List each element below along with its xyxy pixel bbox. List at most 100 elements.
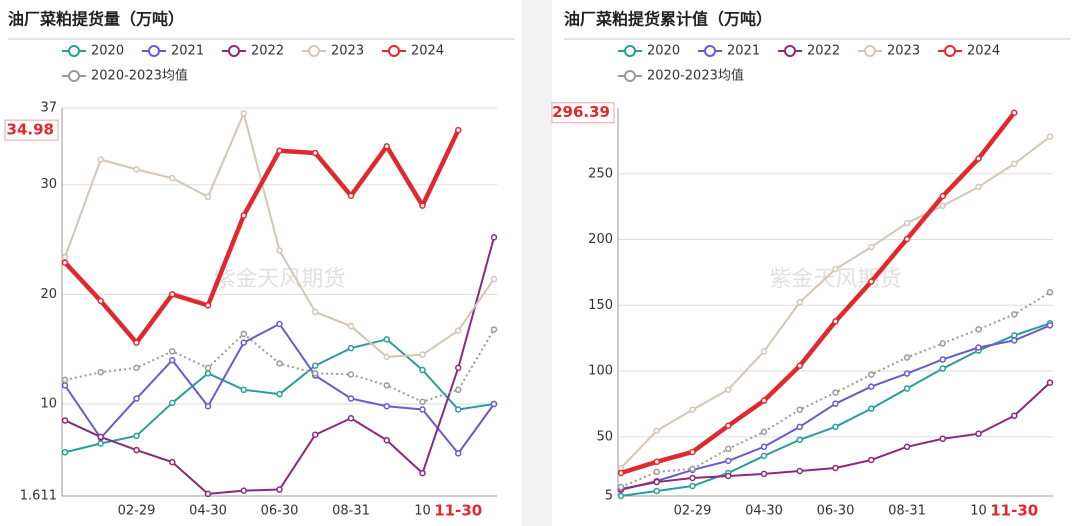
data-point: [689, 482, 696, 490]
x-tick-label: 02-29: [674, 504, 712, 519]
data-point: [832, 265, 839, 273]
data-point: [903, 235, 911, 243]
data-point: [347, 395, 355, 402]
current-value-label: 296.39: [552, 103, 610, 121]
data-point: [868, 278, 875, 285]
data-point: [796, 362, 803, 370]
data-point: [455, 364, 462, 372]
data-point: [240, 487, 247, 494]
y-tick-label: 10: [40, 397, 57, 412]
y-tick-label: 20: [40, 287, 57, 302]
data-point: [455, 386, 462, 394]
data-point: [689, 474, 696, 482]
data-point: [975, 344, 982, 351]
legend-label: 2023: [887, 44, 920, 59]
legend-label: 2023: [331, 44, 364, 59]
data-point: [903, 219, 911, 227]
data-point: [419, 366, 426, 374]
data-point: [312, 308, 319, 316]
x-tick-label: 02-29: [118, 504, 156, 519]
data-point: [653, 458, 660, 466]
current-value-label: 34.98: [7, 121, 54, 139]
x-tick-label: 11-30: [434, 502, 482, 520]
data-point: [868, 405, 875, 412]
data-point: [868, 371, 875, 378]
legend-swatch: [68, 70, 80, 82]
data-point: [97, 156, 104, 163]
legend-swatch: [624, 70, 636, 82]
data-point: [383, 382, 390, 389]
data-point: [725, 386, 732, 393]
legend-swatch: [944, 45, 956, 57]
data-point: [61, 253, 69, 261]
data-point: [903, 443, 911, 451]
data-point: [240, 212, 247, 219]
data-point: [61, 417, 69, 424]
chart-title: 油厂菜粕提货累计值（万吨）: [564, 10, 772, 29]
data-point: [617, 492, 625, 500]
series-line: [64, 322, 495, 455]
data-point: [133, 166, 140, 173]
y-tick-label: 100: [588, 364, 613, 379]
y-tick-label: 37: [40, 101, 57, 116]
data-point: [760, 397, 768, 404]
data-point: [133, 446, 140, 454]
data-point: [617, 483, 625, 491]
data-point: [419, 398, 426, 406]
data-point: [383, 143, 390, 150]
data-point: [975, 430, 982, 438]
y-tick-label: 200: [588, 232, 613, 247]
data-point: [760, 470, 768, 478]
data-point: [61, 259, 69, 266]
data-point: [419, 202, 426, 209]
data-point: [832, 464, 839, 472]
series-line: [620, 111, 1017, 476]
series-line: [620, 135, 1051, 469]
data-point: [725, 445, 732, 453]
data-point: [975, 155, 982, 162]
data-point: [240, 110, 247, 117]
legend-label: 2024: [967, 44, 1000, 59]
data-point: [383, 353, 390, 361]
data-point: [204, 364, 212, 372]
legend-swatch: [704, 45, 716, 57]
x-tick-label: 11-30: [990, 502, 1038, 520]
data-point: [169, 458, 176, 466]
data-point: [868, 383, 875, 390]
legend-swatch: [308, 45, 320, 57]
data-point: [97, 368, 104, 376]
data-point: [204, 370, 212, 377]
data-point: [347, 192, 355, 199]
data-point: [276, 390, 283, 398]
legend-label: 2022: [251, 44, 284, 59]
data-point: [1046, 379, 1054, 386]
legend-label: 2024: [411, 44, 444, 59]
legend-swatch: [68, 45, 80, 57]
data-point: [1046, 289, 1054, 296]
data-point: [347, 322, 355, 330]
data-point: [240, 330, 247, 338]
data-point: [204, 402, 212, 410]
data-point: [1011, 109, 1018, 116]
data-point: [490, 234, 498, 241]
data-point: [832, 423, 839, 431]
legend-swatch: [148, 45, 160, 57]
legend-swatch: [624, 45, 636, 57]
y-tick-label: 30: [40, 177, 57, 192]
current-value-box: [551, 102, 615, 124]
y-tick-label: 1.611: [20, 489, 57, 504]
data-point: [455, 450, 462, 457]
data-point: [617, 469, 625, 477]
legend-swatch: [228, 45, 240, 57]
legend-swatch: [864, 45, 876, 57]
data-point: [868, 243, 875, 251]
data-point: [61, 376, 69, 384]
legend-swatch: [784, 45, 796, 57]
chart-title: 油厂菜粕提货量（万吨）: [8, 10, 184, 29]
legend-label: 2021: [727, 44, 760, 59]
data-point: [689, 448, 696, 456]
data-point: [725, 457, 732, 465]
data-point: [1046, 133, 1054, 140]
data-point: [760, 443, 768, 451]
data-point: [455, 126, 462, 134]
